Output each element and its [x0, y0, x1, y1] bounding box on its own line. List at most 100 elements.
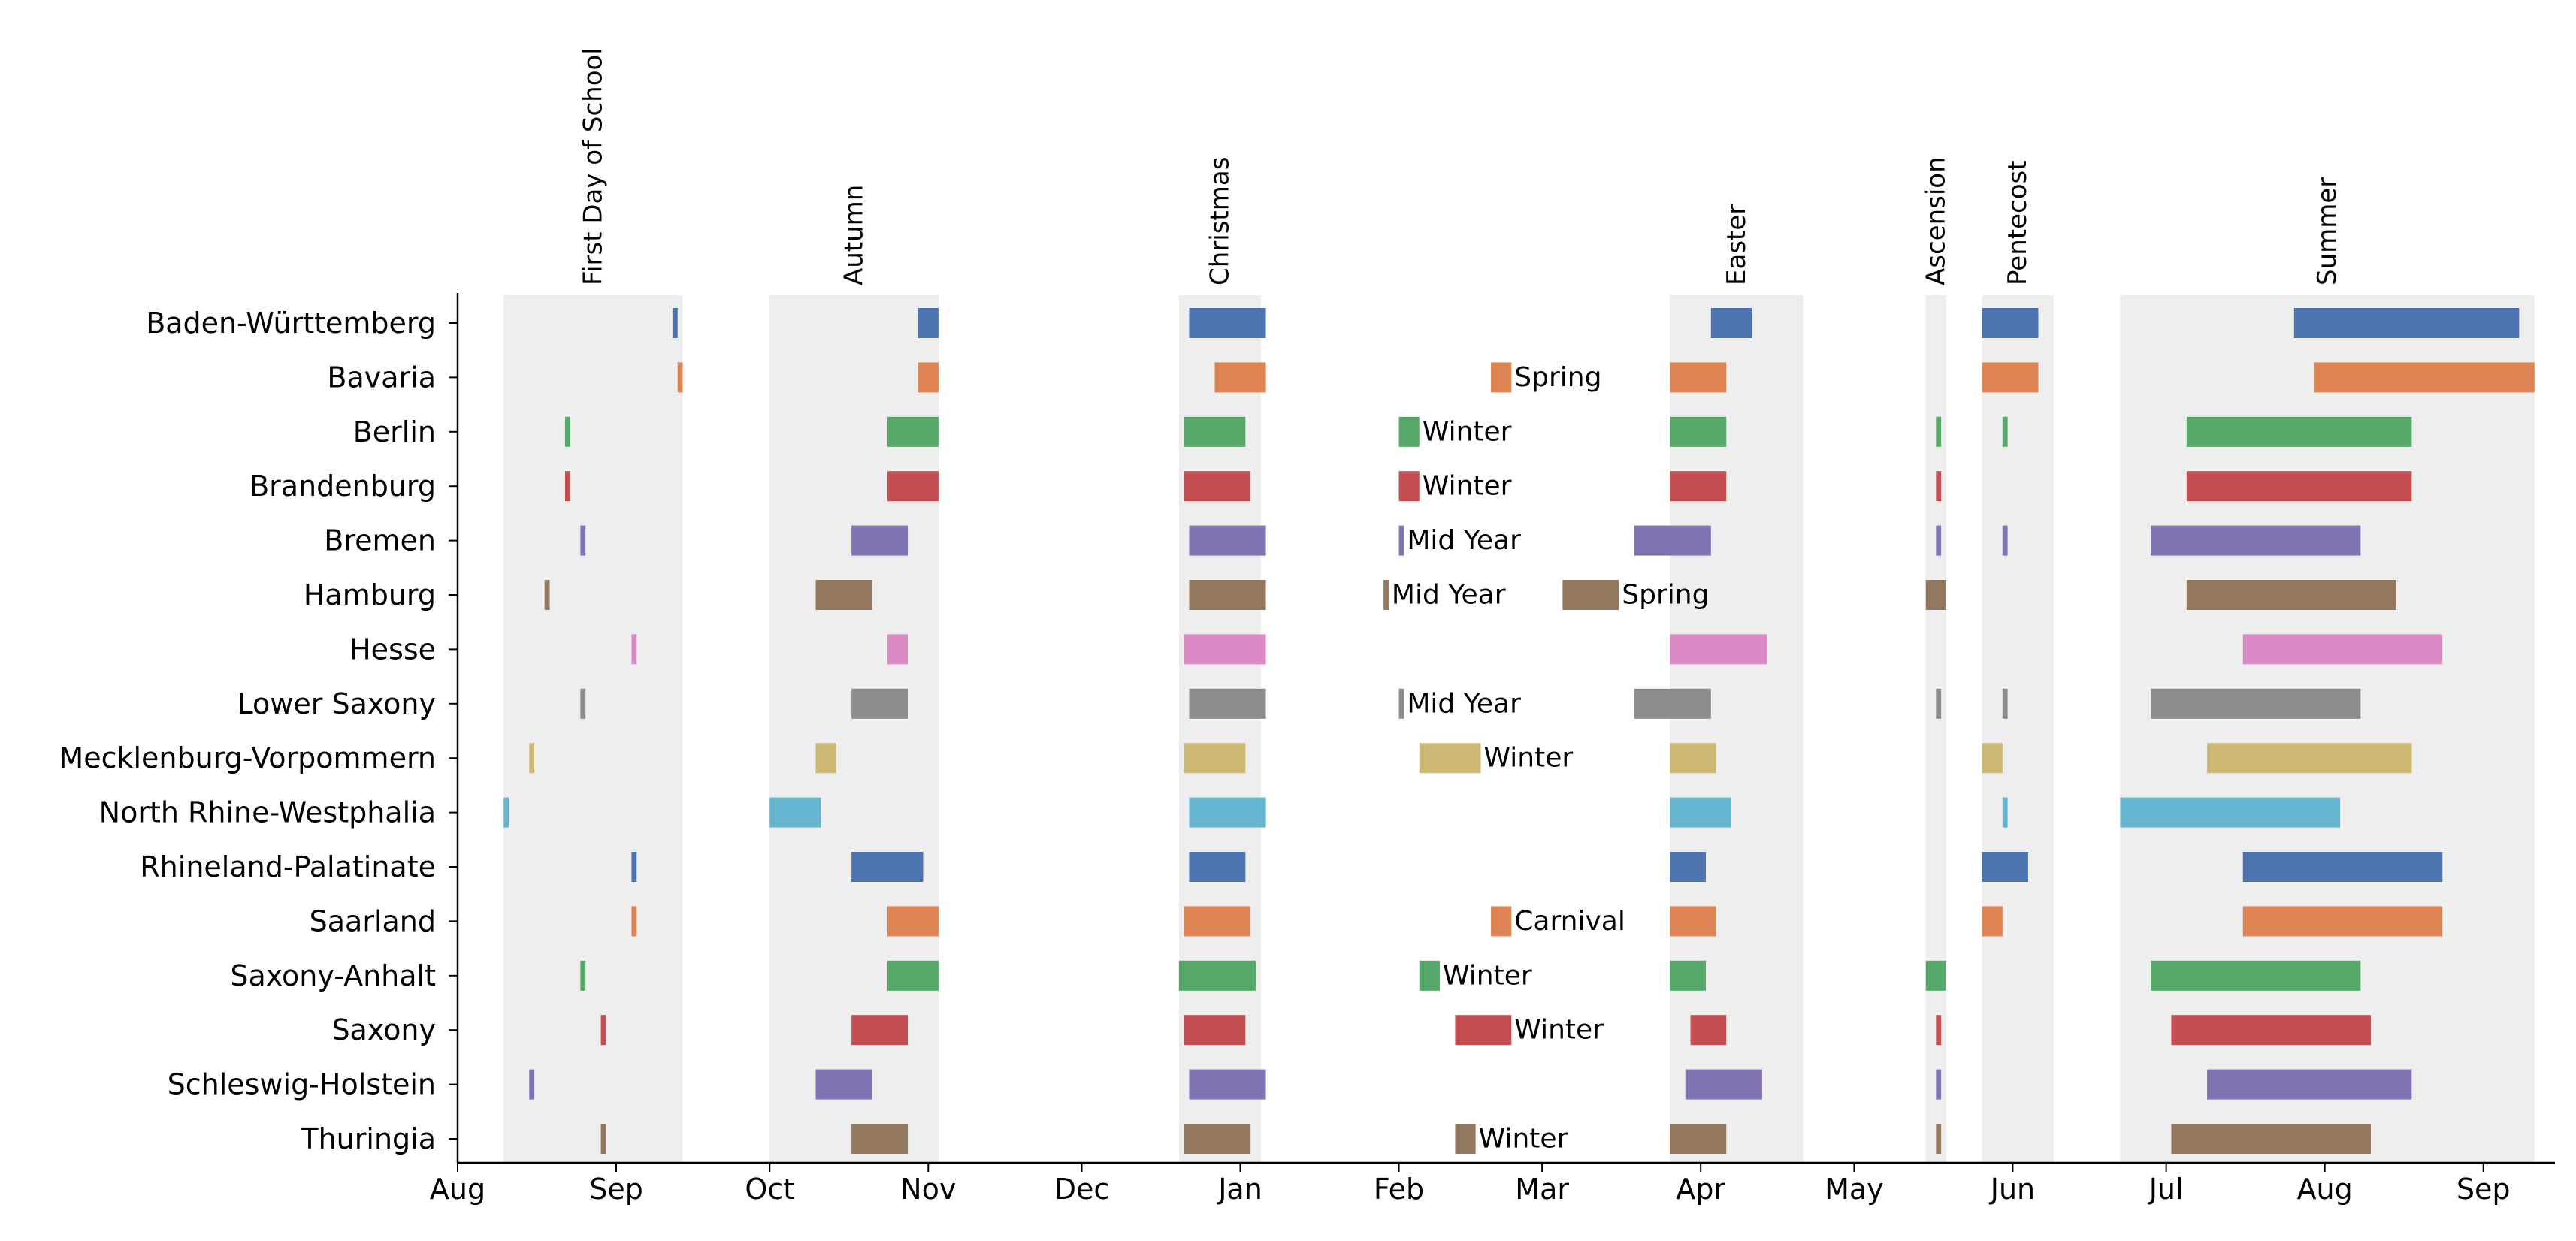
holiday-bar-bremen: [1398, 525, 1404, 556]
holiday-bar-bavaria: [918, 362, 939, 393]
x-tick-label: May: [1825, 1173, 1884, 1206]
holiday-bar-thuringia: [851, 1124, 909, 1154]
holiday-bar-saxony: [600, 1015, 606, 1046]
holiday-band-labels: First Day of School Autumn Christmas Easter…: [578, 47, 2342, 285]
holiday-bar-baden-wurttemberg: [2293, 308, 2520, 338]
x-tick-label: Jun: [1989, 1173, 2035, 1206]
holiday-bar-lower-saxony: [1936, 688, 1942, 719]
holiday-bar-hamburg: [815, 580, 872, 610]
y-tick-label: Rhineland-Palatinate: [140, 850, 436, 883]
holiday-bar-berlin: [1936, 416, 1942, 447]
axes: Baden-Württemberg Bavaria Berlin Brandenbur…: [59, 293, 2555, 1206]
holiday-bar-rhineland-palatinate: [1670, 852, 1706, 882]
holiday-bar-mecklenburg-vorpommern: [2207, 743, 2412, 774]
holiday-bar-label: Winter: [1514, 1015, 1604, 1046]
holiday-bar-schleswig-holstein: [1936, 1069, 1942, 1100]
y-tick-label: Berlin: [353, 415, 436, 448]
band-label-christmas: Christmas: [1205, 157, 1235, 285]
holiday-bar-bremen: [1189, 525, 1266, 556]
holiday-bar-saxony: [1184, 1015, 1246, 1046]
holiday-bar-saxony: [851, 1015, 909, 1046]
holiday-bar-schleswig-holstein: [1189, 1069, 1266, 1100]
holiday-bar-thuringia: [1455, 1124, 1476, 1154]
y-tick-label: Lower Saxony: [237, 687, 436, 720]
holiday-bar-lower-saxony: [580, 688, 586, 719]
holiday-bar-north-rhine-westphalia: [503, 797, 509, 828]
holiday-bar-north-rhine-westphalia: [2002, 797, 2008, 828]
y-tick-label: Thuringia: [300, 1122, 436, 1155]
holiday-bar-brandenburg: [1184, 471, 1251, 502]
y-tick-label: Bremen: [324, 524, 436, 557]
x-tick-label: Mar: [1515, 1173, 1569, 1206]
x-tick-label: Apr: [1676, 1173, 1725, 1206]
x-tick-label: Dec: [1054, 1173, 1110, 1206]
y-tick-label: Brandenburg: [249, 470, 436, 503]
holiday-bar-label: Winter: [1423, 471, 1512, 502]
holiday-bar-saxony-anhalt: [1670, 960, 1706, 991]
holiday-bar-saxony-anhalt: [887, 960, 939, 991]
holiday-bar-rhineland-palatinate: [1189, 852, 1246, 882]
holiday-bar-label: Mid Year: [1407, 688, 1521, 719]
y-tick-label: Saxony-Anhalt: [230, 959, 436, 992]
holiday-bar-bremen: [1936, 525, 1942, 556]
holiday-bar-lower-saxony: [1398, 688, 1404, 719]
holiday-bar-saarland: [631, 906, 637, 937]
holiday-bar-hamburg: [1189, 580, 1266, 610]
holiday-bar-bavaria: [1982, 362, 2039, 393]
y-tick-label: Saarland: [310, 904, 436, 938]
holiday-bar-label: Winter: [1483, 743, 1573, 774]
x-tick-label: Oct: [745, 1173, 794, 1206]
holiday-bar-rhineland-palatinate: [851, 852, 924, 882]
band-label-ascension: Ascension: [1921, 156, 1951, 285]
holiday-bar-hesse: [1670, 634, 1767, 665]
holiday-bar-saxony: [1455, 1015, 1512, 1046]
x-tick-label: Aug: [2297, 1173, 2353, 1206]
holiday-bar-mecklenburg-vorpommern: [1419, 743, 1481, 774]
holiday-bar-mecklenburg-vorpommern: [529, 743, 535, 774]
holiday-bar-rhineland-palatinate: [2242, 852, 2443, 882]
holiday-bar-hamburg: [544, 580, 550, 610]
y-tick-label: Baden-Württemberg: [146, 306, 436, 340]
holiday-bar-label: Winter: [1443, 960, 1532, 991]
holiday-bar-label: Spring: [1514, 362, 1601, 393]
holiday-bar-north-rhine-westphalia: [2120, 797, 2341, 828]
holiday-bar-saarland: [1491, 906, 1512, 937]
holiday-bar-bremen: [1634, 525, 1711, 556]
holiday-bar-bremen: [580, 525, 586, 556]
holiday-bar-label: Mid Year: [1392, 580, 1506, 611]
band-label-first-day-of-school: First Day of School: [578, 47, 608, 285]
holiday-bar-baden-wurttemberg: [1982, 308, 2039, 338]
holiday-bar-saxony-anhalt: [2151, 960, 2361, 991]
holiday-bar-label: Carnival: [1514, 906, 1625, 937]
holiday-bar-lower-saxony: [2151, 688, 2361, 719]
holiday-bar-brandenburg: [887, 471, 939, 502]
holiday-bar-saarland: [1670, 906, 1716, 937]
y-tick-label: Bavaria: [327, 361, 436, 394]
band-ascension: [1925, 295, 1946, 1163]
holiday-bar-berlin: [2002, 416, 2008, 447]
holiday-bar-lower-saxony: [1189, 688, 1266, 719]
holiday-bar-rhineland-palatinate: [1982, 852, 2028, 882]
holiday-bar-north-rhine-westphalia: [769, 797, 821, 828]
holiday-bar-bavaria: [1214, 362, 1266, 393]
holiday-bar-berlin: [564, 416, 570, 447]
holiday-bar-thuringia: [1184, 1124, 1251, 1154]
holiday-bar-brandenburg: [1398, 471, 1420, 502]
holiday-bar-bavaria: [1670, 362, 1727, 393]
x-tick-label: Jul: [2148, 1173, 2184, 1206]
holiday-bar-bremen: [2002, 525, 2008, 556]
holiday-bar-north-rhine-westphalia: [1189, 797, 1266, 828]
holiday-bar-hamburg: [1925, 580, 1946, 610]
y-tick-label: Hesse: [349, 633, 436, 666]
holiday-bar-rhineland-palatinate: [631, 852, 637, 882]
x-tick-label: Jan: [1217, 1173, 1262, 1206]
x-tick-label: Feb: [1374, 1173, 1424, 1206]
holiday-bar-hesse: [1184, 634, 1266, 665]
holiday-bar-baden-wurttemberg: [918, 308, 939, 338]
y-tick-label: North Rhine-Westphalia: [99, 796, 436, 829]
holiday-bar-thuringia: [2171, 1124, 2371, 1154]
holiday-bar-bavaria: [1491, 362, 1512, 393]
holiday-bar-hesse: [887, 634, 909, 665]
